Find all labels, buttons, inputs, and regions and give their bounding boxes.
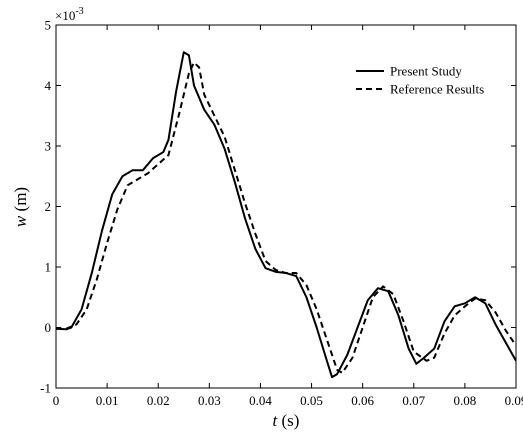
y-tick-label: 3 — [45, 139, 52, 154]
y-tick-label: 1 — [45, 260, 52, 275]
x-tick-label: 0.05 — [300, 393, 323, 408]
x-tick-label: 0.09 — [505, 393, 523, 408]
y-tick-label: 5 — [45, 18, 52, 33]
y-tick-label: 0 — [45, 320, 52, 335]
x-tick-label: 0.04 — [249, 393, 272, 408]
legend: Present Study Reference Results — [356, 64, 484, 97]
x-axis-label: t (s) — [273, 411, 300, 430]
x-tick-label: 0.03 — [198, 393, 221, 408]
y-tick-label: -1 — [40, 381, 51, 396]
legend-label-present-study: Present Study — [390, 64, 462, 79]
x-ticks: 0 0.01 0.02 0.03 0.04 0.05 0.06 0.07 0.08 0.09 — [53, 25, 523, 408]
plot-lines — [56, 51, 516, 379]
x-tick-label: 0 — [53, 393, 60, 408]
series-line-reference-results — [56, 61, 516, 374]
y-scale-text: ×10-3 — [55, 6, 84, 23]
x-tick-label: 0.02 — [147, 393, 170, 408]
x-tick-label: 0.06 — [351, 393, 374, 408]
x-tick-label: 0.07 — [402, 393, 425, 408]
y-axis-label: w (m) — [11, 187, 30, 227]
x-tick-label: 0.08 — [454, 393, 477, 408]
y-tick-label: 4 — [45, 78, 52, 93]
legend-label-reference-results: Reference Results — [390, 82, 484, 97]
series-line-present-study — [56, 51, 516, 379]
y-ticks: -1 0 1 2 3 4 5 — [40, 18, 516, 396]
y-tick-label: 2 — [45, 199, 52, 214]
y-scale-multiplier: ×10-3 — [55, 6, 84, 23]
x-tick-label: 0.01 — [96, 393, 119, 408]
